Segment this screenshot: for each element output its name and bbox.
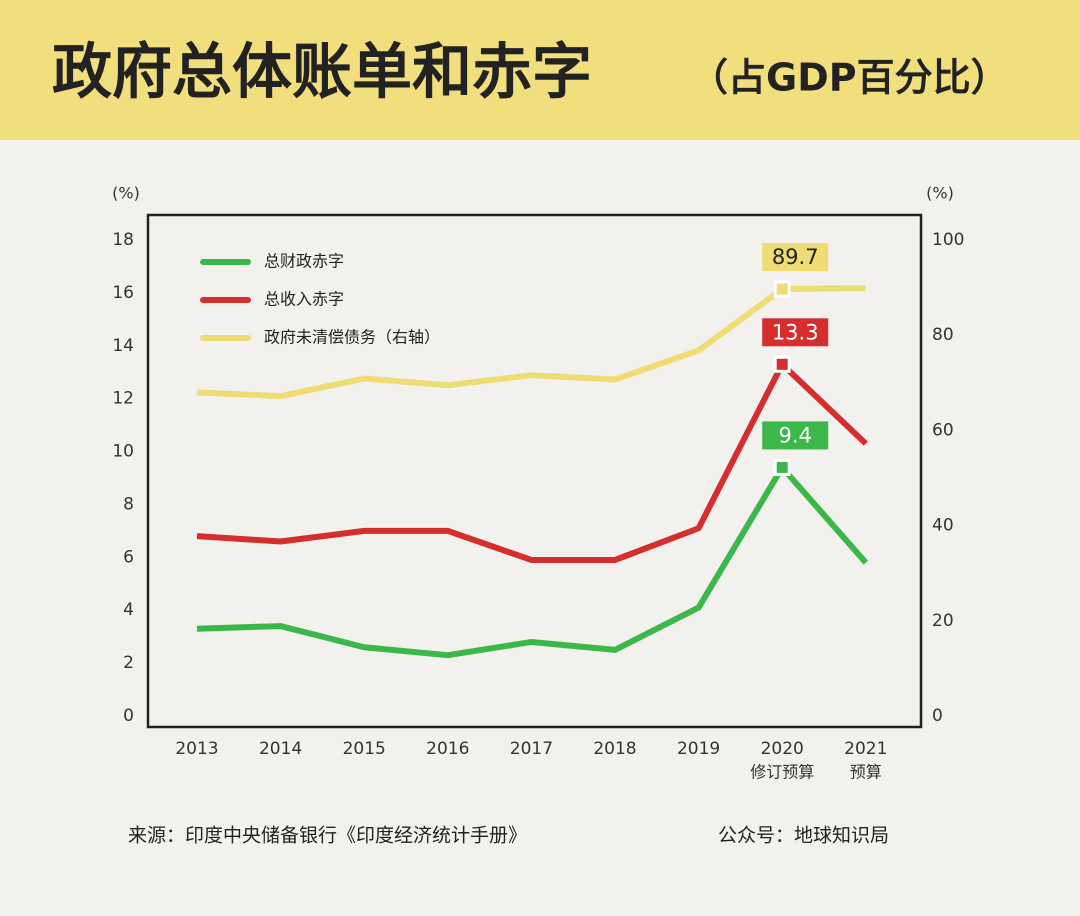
series-line — [196, 464, 869, 659]
y-tick-label: 0 — [123, 706, 134, 726]
value-label: 13.3 — [772, 320, 819, 344]
y-tick-label: 4 — [123, 600, 134, 620]
x-tick-label: 2021 — [844, 739, 887, 759]
y-unit: (%) — [112, 184, 140, 203]
plot-frame — [146, 213, 923, 729]
y-tick-label: 8 — [123, 494, 134, 514]
y2-tick-label: 80 — [932, 325, 954, 345]
x-tick-label: 2013 — [175, 739, 218, 759]
y2-tick-label: 20 — [932, 611, 954, 631]
value-label-box — [762, 421, 829, 450]
legend-label: 政府未清偿债务（右轴） — [264, 328, 440, 347]
credit: 公众号：地球知识局 — [718, 825, 889, 847]
value-label-box — [762, 318, 829, 347]
x-tick-label: 2020 — [761, 739, 804, 759]
y2-tick-label: 40 — [932, 516, 954, 536]
y2-tick-label: 100 — [932, 230, 964, 250]
x-tick-note: 预算 — [850, 763, 882, 782]
y2-tick-label: 60 — [932, 420, 954, 440]
y-tick-label: 12 — [112, 389, 134, 409]
title-banner — [0, 0, 1080, 140]
y-tick-label: 18 — [112, 230, 134, 250]
y-tick-label: 16 — [112, 283, 134, 303]
series-line — [196, 285, 866, 400]
series-line — [196, 361, 868, 563]
legend-label: 总财政赤字 — [264, 252, 344, 271]
y-tick-label: 14 — [112, 336, 134, 356]
chart-title: 政府总体账单和赤字 — [52, 38, 592, 108]
x-tick-label: 2017 — [510, 739, 553, 759]
chart-subtitle: （占GDP百分比） — [690, 56, 1009, 100]
source: 来源：印度中央储备银行《印度经济统计手册》 — [128, 825, 527, 847]
x-tick-note: 修订预算 — [750, 763, 814, 782]
x-tick-label: 2015 — [343, 739, 386, 759]
x-tick-label: 2016 — [426, 739, 469, 759]
point-marker — [773, 280, 791, 298]
y2-tick-label: 0 — [932, 706, 943, 726]
y-tick-label: 10 — [112, 442, 134, 462]
y2-unit: (%) — [926, 184, 954, 203]
point-marker — [773, 355, 791, 373]
x-tick-label: 2018 — [593, 739, 636, 759]
y-tick-label: 2 — [123, 653, 134, 673]
x-tick-label: 2019 — [677, 739, 720, 759]
value-label-box — [762, 243, 829, 272]
value-label: 89.7 — [772, 245, 819, 269]
legend-label: 总收入赤字 — [264, 290, 344, 309]
point-marker — [773, 458, 791, 476]
y-tick-label: 6 — [123, 547, 134, 567]
x-tick-label: 2014 — [259, 739, 302, 759]
value-label: 9.4 — [778, 423, 811, 447]
